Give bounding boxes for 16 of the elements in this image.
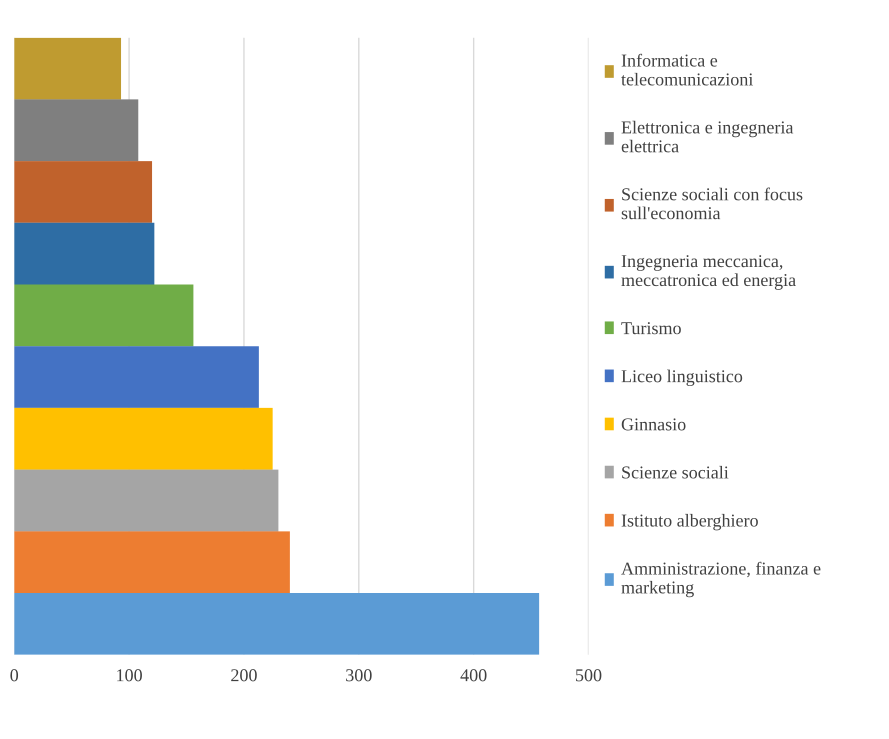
legend-label: Liceo linguistico bbox=[622, 370, 742, 386]
legend-label: Scienze sociali bbox=[622, 466, 728, 479]
x-tick-label: 400 bbox=[460, 669, 487, 682]
legend-label: Elettronica e ingegneria elettrica bbox=[622, 120, 794, 152]
x-tick-label: 0 bbox=[10, 669, 18, 682]
legend-label: Ingegneria meccanica, meccatronica ed energia bbox=[621, 255, 796, 290]
x-tick-label: 500 bbox=[576, 669, 602, 682]
x-tick-label: 100 bbox=[117, 669, 142, 682]
legend-label: Ginnasio bbox=[622, 418, 686, 430]
legend-label: Amministrazione, finanza e marketing bbox=[621, 562, 820, 598]
legend-label: Informatica e telecomunicazioni bbox=[621, 54, 754, 86]
legend-label: Istituto alberghiero bbox=[622, 514, 758, 530]
legend-label: Scienze sociali con focus sull'economia bbox=[622, 188, 802, 220]
legend-label: Turismo bbox=[621, 322, 681, 334]
x-tick-label: 300 bbox=[346, 669, 372, 682]
x-tick-label: 200 bbox=[231, 669, 257, 682]
